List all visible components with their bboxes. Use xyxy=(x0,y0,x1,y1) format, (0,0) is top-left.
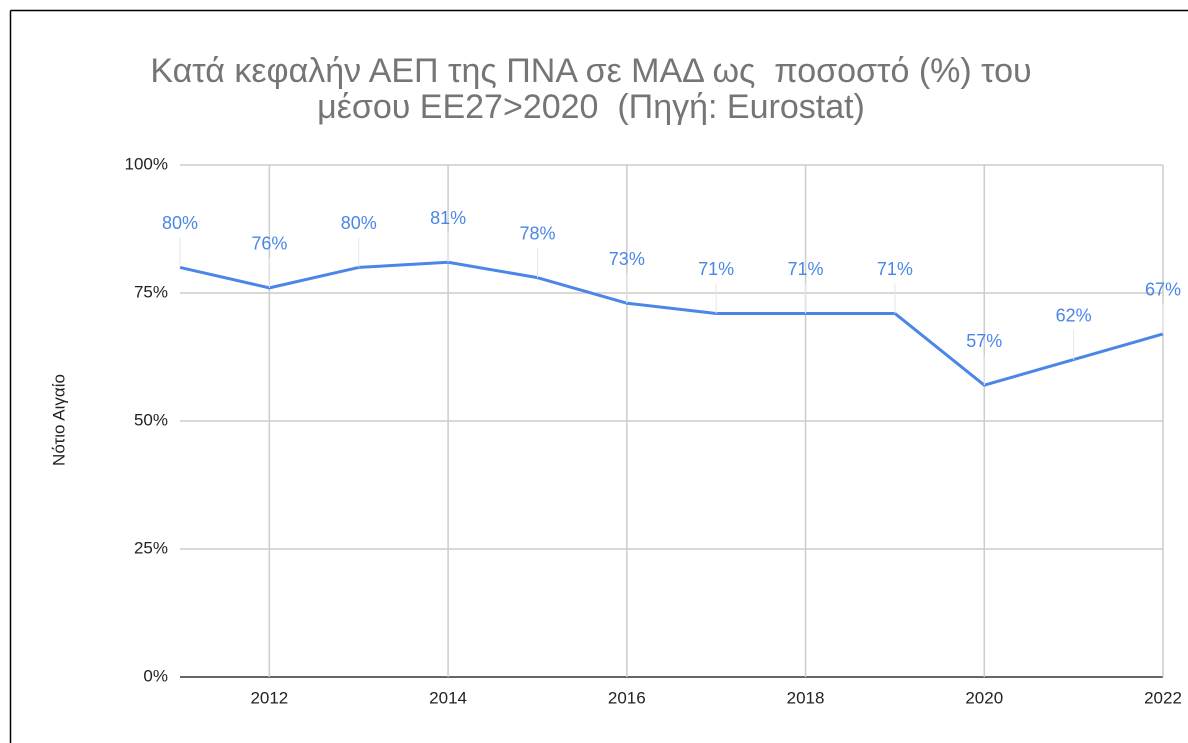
data-label: 57% xyxy=(966,331,1002,351)
y-tick-label: 0% xyxy=(143,666,168,685)
y-tick-label: 75% xyxy=(134,282,168,301)
chart-title: Κατά κεφαλήν ΑΕΠ της ΠΝΑ σε ΜΑΔ ως ποσοσ… xyxy=(150,52,1031,90)
data-label: 76% xyxy=(251,234,287,254)
y-tick-label: 100% xyxy=(125,154,168,173)
data-label: 80% xyxy=(162,213,198,233)
data-label: 71% xyxy=(788,259,824,279)
data-label: 73% xyxy=(609,249,645,269)
data-label: 80% xyxy=(341,213,377,233)
data-label: 78% xyxy=(519,223,555,243)
x-tick-label: 2014 xyxy=(429,688,467,707)
data-label: 67% xyxy=(1145,280,1181,300)
chart-title: μέσου ΕΕ27>2020 (Πηγή: Eurostat) xyxy=(317,88,865,126)
x-tick-label: 2020 xyxy=(965,688,1003,707)
data-label: 81% xyxy=(430,208,466,228)
x-tick-label: 2022 xyxy=(1144,688,1182,707)
y-tick-label: 25% xyxy=(134,538,168,557)
data-label: 62% xyxy=(1056,305,1092,325)
data-label: 71% xyxy=(877,259,913,279)
y-axis-label: Νότιο Αιγαίο xyxy=(49,374,68,466)
y-tick-label: 50% xyxy=(134,410,168,429)
data-label: 71% xyxy=(698,259,734,279)
x-tick-label: 2016 xyxy=(608,688,646,707)
x-tick-label: 2018 xyxy=(787,688,825,707)
x-tick-label: 2012 xyxy=(250,688,288,707)
line xyxy=(179,260,1164,387)
